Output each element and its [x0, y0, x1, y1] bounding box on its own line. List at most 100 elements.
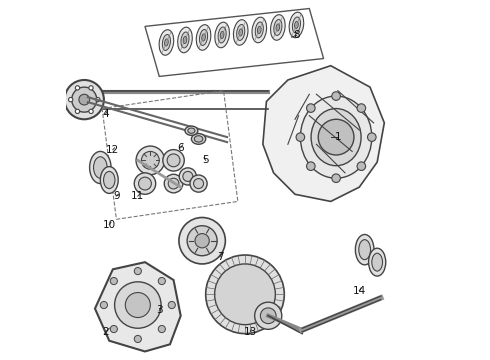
Ellipse shape [218, 27, 226, 43]
Ellipse shape [181, 32, 189, 48]
Circle shape [357, 162, 366, 171]
Circle shape [100, 301, 107, 309]
Ellipse shape [233, 20, 248, 45]
Circle shape [307, 162, 315, 171]
Circle shape [179, 168, 196, 185]
Ellipse shape [178, 27, 192, 53]
Circle shape [183, 171, 193, 181]
Polygon shape [95, 262, 181, 351]
Ellipse shape [237, 24, 245, 40]
Ellipse shape [276, 24, 280, 31]
Ellipse shape [359, 240, 370, 260]
Ellipse shape [165, 39, 168, 46]
Circle shape [296, 133, 305, 141]
Ellipse shape [368, 248, 386, 276]
Circle shape [72, 87, 97, 112]
Text: 10: 10 [103, 220, 116, 230]
Circle shape [110, 278, 118, 285]
Circle shape [110, 325, 118, 333]
Circle shape [187, 226, 217, 256]
Circle shape [142, 152, 159, 169]
Ellipse shape [255, 22, 263, 38]
Circle shape [206, 255, 284, 334]
Circle shape [65, 80, 104, 119]
Circle shape [332, 174, 341, 183]
Ellipse shape [103, 171, 115, 189]
Circle shape [357, 104, 366, 112]
Ellipse shape [202, 34, 205, 41]
Ellipse shape [270, 15, 285, 40]
Ellipse shape [274, 19, 282, 35]
Ellipse shape [294, 21, 298, 28]
Circle shape [190, 175, 207, 192]
Circle shape [163, 150, 184, 171]
Circle shape [136, 146, 165, 175]
Circle shape [96, 98, 100, 102]
Ellipse shape [239, 29, 243, 36]
Circle shape [168, 301, 175, 309]
Ellipse shape [355, 234, 374, 265]
Ellipse shape [311, 109, 361, 166]
Polygon shape [263, 66, 384, 202]
Circle shape [89, 109, 93, 113]
Circle shape [75, 86, 79, 90]
Ellipse shape [215, 22, 229, 48]
Circle shape [215, 264, 275, 325]
Ellipse shape [100, 167, 118, 193]
Text: 7: 7 [217, 252, 223, 262]
Ellipse shape [257, 26, 261, 33]
Circle shape [79, 94, 90, 105]
Ellipse shape [199, 30, 208, 45]
Ellipse shape [252, 17, 267, 43]
Ellipse shape [94, 157, 107, 178]
Circle shape [164, 174, 183, 193]
Text: 14: 14 [353, 286, 366, 296]
Text: 5: 5 [202, 156, 209, 165]
Text: 3: 3 [156, 305, 163, 315]
Ellipse shape [90, 152, 111, 184]
Circle shape [89, 86, 93, 90]
Circle shape [318, 119, 354, 155]
Circle shape [332, 92, 341, 100]
Circle shape [195, 234, 209, 248]
Circle shape [194, 179, 203, 189]
Circle shape [75, 109, 79, 113]
Circle shape [139, 177, 151, 190]
Text: 2: 2 [102, 327, 109, 337]
Ellipse shape [194, 136, 203, 142]
Ellipse shape [220, 31, 224, 39]
Ellipse shape [159, 30, 174, 55]
Text: 6: 6 [177, 143, 184, 153]
Circle shape [115, 282, 161, 328]
Circle shape [368, 133, 376, 141]
Circle shape [167, 154, 180, 167]
Circle shape [158, 325, 166, 333]
Circle shape [134, 173, 156, 194]
Text: 4: 4 [102, 109, 109, 119]
Circle shape [260, 308, 276, 324]
Circle shape [255, 302, 282, 329]
Ellipse shape [185, 126, 198, 135]
Ellipse shape [300, 96, 372, 178]
Circle shape [134, 336, 142, 342]
Text: 11: 11 [131, 191, 145, 201]
Text: 8: 8 [294, 30, 300, 40]
Circle shape [307, 104, 315, 112]
Text: 12: 12 [106, 145, 120, 155]
Ellipse shape [188, 128, 195, 134]
Ellipse shape [192, 134, 206, 144]
Ellipse shape [162, 35, 171, 50]
Text: 13: 13 [244, 327, 257, 337]
Text: 9: 9 [113, 191, 120, 201]
Circle shape [179, 217, 225, 264]
Circle shape [158, 278, 166, 285]
Circle shape [134, 267, 142, 275]
Circle shape [69, 98, 73, 102]
Ellipse shape [372, 253, 383, 271]
Text: 1: 1 [335, 132, 341, 142]
Ellipse shape [289, 12, 304, 38]
Ellipse shape [196, 25, 211, 50]
Ellipse shape [293, 17, 300, 33]
Circle shape [168, 178, 179, 189]
Ellipse shape [183, 36, 187, 44]
